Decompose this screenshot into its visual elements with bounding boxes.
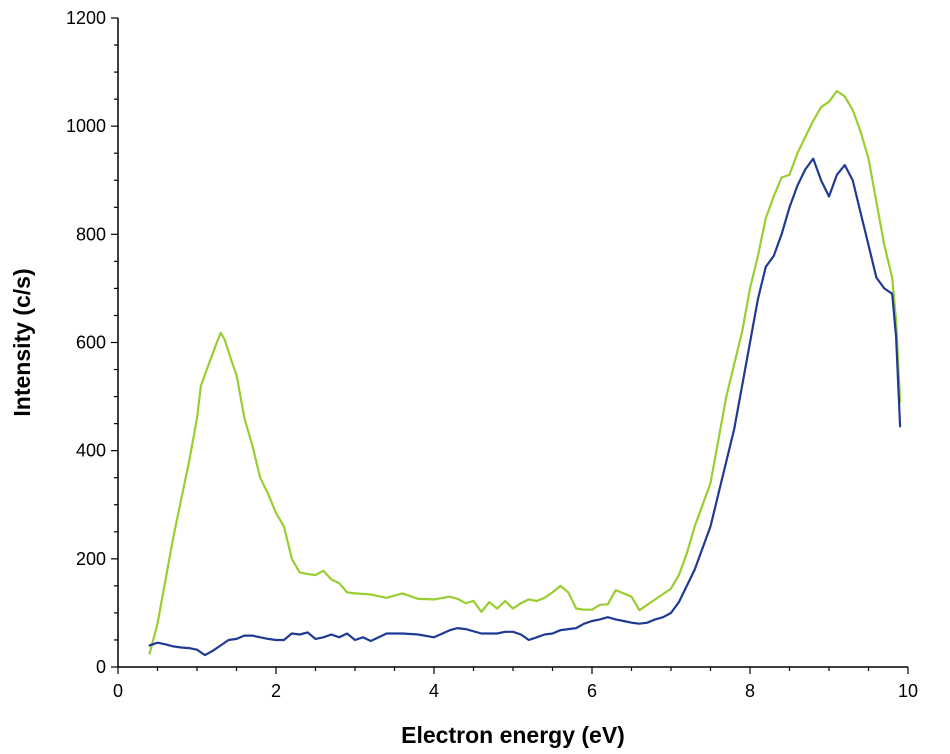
x-tick-label: 10 bbox=[898, 681, 918, 701]
x-axis-title: Electron energy (eV) bbox=[401, 722, 625, 748]
y-tick-label: 600 bbox=[76, 333, 106, 353]
x-tick-label: 6 bbox=[587, 681, 597, 701]
y-tick-label: 800 bbox=[76, 224, 106, 244]
y-axis-title: Intensity (c/s) bbox=[9, 268, 35, 416]
x-axis: 0 2 4 6 8 10 bbox=[113, 666, 918, 701]
series-line-green bbox=[148, 89, 902, 655]
y-tick-label: 0 bbox=[96, 657, 106, 677]
series-lines bbox=[148, 89, 902, 657]
series-line-blue bbox=[148, 157, 902, 657]
y-axis: 0 200 400 600 800 1000 1200 bbox=[66, 8, 119, 677]
y-tick-label: 400 bbox=[76, 441, 106, 461]
x-tick-label: 8 bbox=[745, 681, 755, 701]
y-tick-label: 1000 bbox=[66, 116, 106, 136]
x-tick-label: 2 bbox=[271, 681, 281, 701]
x-tick-label: 4 bbox=[429, 681, 439, 701]
y-tick-label: 200 bbox=[76, 549, 106, 569]
x-tick-label: 0 bbox=[113, 681, 123, 701]
y-tick-label: 1200 bbox=[66, 8, 106, 28]
